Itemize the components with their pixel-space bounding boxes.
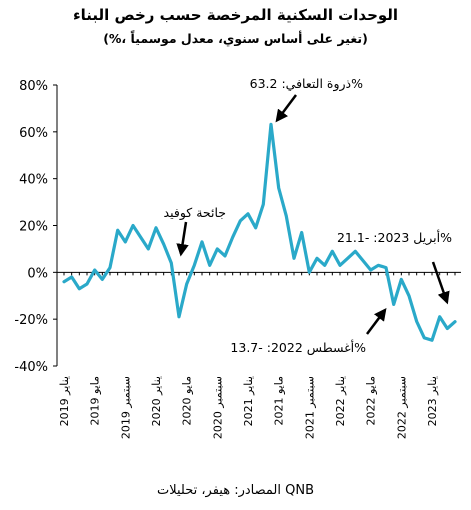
data-point <box>446 327 449 330</box>
annotation-covid: جائحة كوفيد <box>164 205 226 221</box>
data-point <box>408 294 410 297</box>
data-point <box>224 255 226 257</box>
data-point <box>231 236 234 239</box>
x-tick-label: سبتمبر 2019 <box>119 376 132 439</box>
y-tick-label: 80% <box>19 79 48 94</box>
x-tick-label: يناير 2021 <box>242 376 255 426</box>
annotation-apr-2023: أبريل 2023: -21.1% <box>337 229 452 246</box>
data-point <box>385 266 387 269</box>
data-point <box>354 250 357 253</box>
data-point <box>93 269 96 271</box>
y-tick-label: 40% <box>19 173 48 188</box>
data-point <box>277 187 280 189</box>
data-point <box>216 248 219 250</box>
y-tick-label: 20% <box>19 220 48 235</box>
arrow-peak <box>275 94 298 123</box>
data-point <box>293 257 295 260</box>
data-point <box>178 316 180 318</box>
data-point <box>377 264 380 267</box>
data-point <box>400 278 403 281</box>
data-point <box>185 283 188 285</box>
data-point <box>116 229 119 231</box>
data-point <box>78 287 81 290</box>
chart-title: الوحدات السكنية المرخصة حسب رخص البناء <box>72 6 399 24</box>
arrow-apr-2023 <box>431 261 450 305</box>
data-point <box>193 264 196 267</box>
y-tick-label: -20% <box>14 313 48 328</box>
data-point <box>300 231 303 234</box>
data-point <box>70 276 73 278</box>
data-point <box>331 250 334 253</box>
data-point <box>415 320 418 323</box>
data-point <box>339 264 341 267</box>
data-point <box>438 316 441 318</box>
annotation-aug-2022: أغسطس 2022: -13.7% <box>230 339 366 356</box>
data-point <box>285 215 288 217</box>
x-tick-label: يناير 2020 <box>150 376 163 426</box>
data-point <box>162 243 165 246</box>
data-point <box>63 280 65 283</box>
data-point <box>346 257 349 260</box>
data-point <box>262 203 265 206</box>
data-point <box>308 271 311 274</box>
data-point <box>155 227 157 229</box>
x-tick-label: سبتمبر 2020 <box>211 376 224 439</box>
x-tick-label: سبتمبر 2022 <box>395 376 408 439</box>
annotation-peak: ذروة التعافي: 63.2% <box>250 76 363 92</box>
data-point <box>239 220 242 222</box>
y-tick-label: 60% <box>19 126 48 141</box>
data-point <box>454 320 456 323</box>
data-point <box>423 337 426 339</box>
data-point <box>170 262 173 264</box>
x-tick-label: مايو 2019 <box>89 376 102 426</box>
data-point <box>362 259 364 262</box>
data-point <box>139 236 142 239</box>
x-tick-label: مايو 2020 <box>181 376 194 426</box>
data-point <box>201 241 203 243</box>
x-tick-label: يناير 2023 <box>426 376 439 426</box>
data-point <box>323 264 326 267</box>
series-line <box>62 122 457 342</box>
x-tick-label: سبتمبر 2021 <box>303 376 316 439</box>
data-point <box>86 283 88 285</box>
data-point <box>132 224 134 227</box>
x-tick-label: يناير 2022 <box>334 376 347 426</box>
data-point <box>431 339 433 342</box>
data-point <box>316 257 318 260</box>
data-point <box>369 269 372 271</box>
data-point <box>109 266 111 269</box>
chart-subtitle: (%، تغير على أساس سنوي، معدل موسمياً) <box>103 31 368 46</box>
x-tick-label: يناير 2019 <box>58 376 71 426</box>
y-tick-label: -40% <box>14 360 48 375</box>
x-tick-label: مايو 2021 <box>273 376 286 426</box>
arrow-covid <box>176 221 189 257</box>
data-point <box>247 212 249 215</box>
data-point <box>101 278 104 281</box>
data-point <box>392 303 395 306</box>
data-point <box>147 248 150 250</box>
data-point <box>270 123 272 126</box>
source-note: المصادر: هيفر، تحليلات QNB <box>156 483 314 498</box>
x-tick-label: مايو 2022 <box>365 376 378 426</box>
data-point <box>124 241 127 243</box>
y-tick-label: 0% <box>27 266 48 281</box>
arrow-aug-2022 <box>366 308 387 335</box>
data-point <box>254 227 257 229</box>
data-point <box>208 264 211 267</box>
